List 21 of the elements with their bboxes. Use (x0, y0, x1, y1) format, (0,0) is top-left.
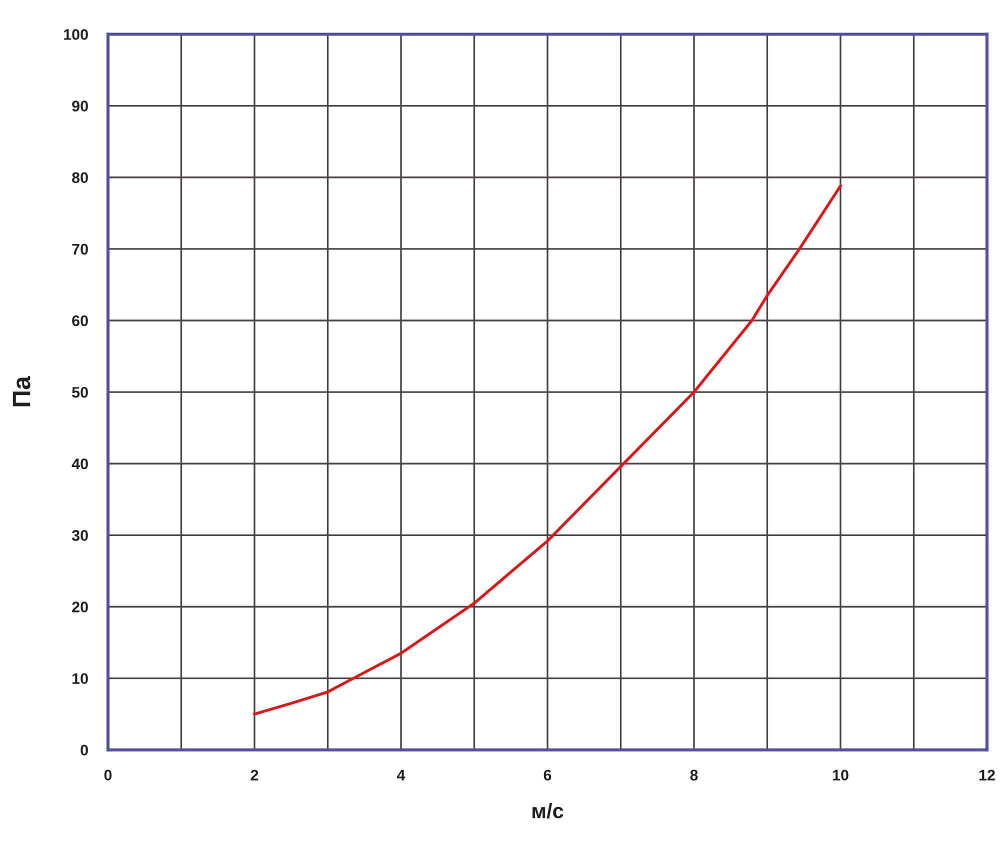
y-tick-label: 90 (72, 100, 88, 112)
x-tick-label: 10 (832, 770, 848, 781)
y-tick-label: 30 (72, 530, 88, 541)
x-tick-label: 2 (250, 770, 258, 780)
y-tick-label: 80 (72, 172, 88, 184)
x-tick-label: 0 (104, 770, 112, 781)
y-tick-label: 10 (72, 673, 88, 684)
y-tick-label: 50 (72, 386, 88, 398)
y-tick-label: 100 (64, 29, 88, 40)
y-tick-label: 0 (80, 744, 88, 756)
y-tick-label: 70 (72, 244, 88, 255)
y-tick-label: 20 (72, 602, 88, 612)
line-series (253, 184, 842, 716)
y-axis-title: Па (12, 376, 30, 406)
x-tick-label: 4 (396, 770, 406, 780)
y-tick-label: 40 (72, 458, 88, 470)
x-tick-label: 8 (690, 770, 698, 781)
x-axis-title: м/с (532, 802, 564, 818)
y-tick-label: 60 (72, 315, 88, 326)
x-tick-label: 12 (979, 770, 995, 780)
x-tick-label: 6 (544, 770, 552, 781)
